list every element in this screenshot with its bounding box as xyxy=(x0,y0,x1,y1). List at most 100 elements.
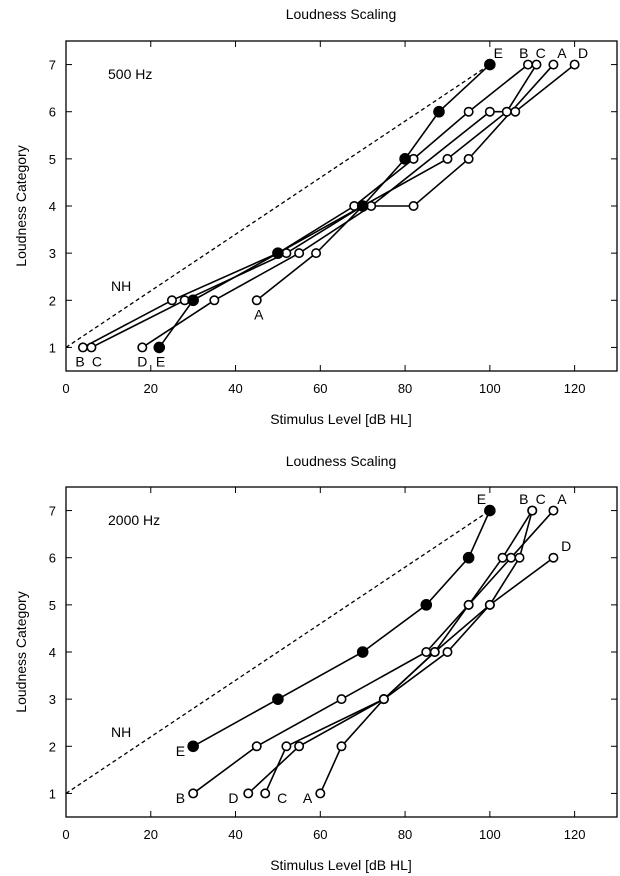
x-tick-label: 100 xyxy=(479,827,501,842)
series-label-d: D xyxy=(228,790,238,806)
data-point-d xyxy=(484,599,495,610)
x-tick-label: 0 xyxy=(62,381,69,396)
data-point-e xyxy=(272,693,284,705)
series-label-e: E xyxy=(494,45,503,61)
data-point-b xyxy=(77,342,88,353)
y-axis-label: Loudness Category xyxy=(13,591,29,712)
data-point-b xyxy=(166,295,177,306)
y-tick-label: 1 xyxy=(49,786,56,801)
x-tick-label: 120 xyxy=(564,827,586,842)
data-point-a xyxy=(336,741,347,752)
x-axis-label: Stimulus Level [dB HL] xyxy=(270,411,412,427)
x-tick-label: 40 xyxy=(228,827,242,842)
data-point-e xyxy=(484,58,496,71)
data-point-c xyxy=(260,788,271,799)
series-label-b: B xyxy=(519,491,528,507)
y-tick-label: 1 xyxy=(49,340,56,355)
series-label-d: D xyxy=(561,538,571,554)
data-point-c xyxy=(442,153,453,164)
data-point-c xyxy=(501,106,512,117)
frequency-label: 2000 Hz xyxy=(108,512,160,528)
series-line-e xyxy=(192,510,491,747)
series-label-b: B xyxy=(176,790,185,806)
y-tick-label: 7 xyxy=(49,504,56,519)
data-point-e xyxy=(356,646,369,658)
data-point-c xyxy=(86,342,97,353)
series-line-d xyxy=(247,557,554,795)
data-point-a xyxy=(315,788,326,799)
plot-frame xyxy=(65,40,618,372)
data-point-b xyxy=(463,599,474,610)
data-point-b xyxy=(421,646,432,657)
chart-title: Loudness Scaling xyxy=(286,6,397,22)
data-point-d xyxy=(378,694,389,705)
y-tick-label: 4 xyxy=(49,199,56,214)
y-tick-label: 6 xyxy=(49,551,56,566)
data-point-a xyxy=(251,295,262,306)
data-point-b xyxy=(251,741,262,752)
series-label-a: A xyxy=(303,790,313,806)
x-axis-label: Stimulus Level [dB HL] xyxy=(270,857,412,873)
series-line-c xyxy=(264,510,534,794)
data-point-d xyxy=(548,552,559,563)
nh-label: NH xyxy=(111,724,131,740)
y-tick-label: 7 xyxy=(49,58,56,73)
data-point-a xyxy=(463,153,474,164)
y-tick-label: 4 xyxy=(49,645,56,660)
data-point-c xyxy=(514,552,525,563)
series-label-b: B xyxy=(519,45,528,61)
x-tick-label: 60 xyxy=(313,381,327,396)
data-point-c xyxy=(442,646,453,657)
panel-500hz: Loudness Scaling 500 Hz Stimulus Level [… xyxy=(13,6,618,427)
series-label-c: C xyxy=(277,790,287,806)
nh-reference-line xyxy=(65,64,491,348)
y-tick-label: 2 xyxy=(49,293,56,308)
data-point-e xyxy=(433,105,445,118)
series-label-d: D xyxy=(578,45,588,61)
data-point-b xyxy=(188,788,199,799)
plot-frame xyxy=(65,486,618,818)
data-point-d xyxy=(294,248,305,259)
y-tick-label: 3 xyxy=(49,692,56,707)
x-tick-label: 0 xyxy=(62,827,69,842)
data-point-b xyxy=(463,106,474,117)
series-line-a xyxy=(256,64,555,301)
series-label-c: C xyxy=(536,491,546,507)
x-tick-label: 40 xyxy=(228,381,242,396)
x-tick-label: 80 xyxy=(398,381,412,396)
data-point-d xyxy=(429,646,440,657)
y-tick-label: 6 xyxy=(49,105,56,120)
data-point-c xyxy=(527,505,538,516)
data-point-a xyxy=(548,505,559,516)
series-label-e: E xyxy=(477,491,486,507)
y-tick-label: 5 xyxy=(49,152,56,167)
x-tick-label: 60 xyxy=(313,827,327,842)
data-point-d xyxy=(137,342,148,353)
data-point-a xyxy=(548,59,559,70)
data-point-e xyxy=(420,599,433,611)
x-tick-label: 20 xyxy=(144,381,158,396)
data-point-d xyxy=(569,59,580,70)
data-point-d xyxy=(510,106,521,117)
data-point-e xyxy=(484,504,496,517)
data-point-b xyxy=(522,59,533,70)
nh-label: NH xyxy=(111,278,131,294)
x-tick-label: 80 xyxy=(398,827,412,842)
data-point-c xyxy=(531,59,542,70)
series-label-a: A xyxy=(254,306,264,322)
series-label-a: A xyxy=(557,45,567,61)
y-axis-label: Loudness Category xyxy=(13,145,29,266)
nh-reference-line xyxy=(65,510,491,794)
data-point-e xyxy=(153,341,166,354)
y-tick-label: 5 xyxy=(49,598,56,613)
series-label-e: E xyxy=(156,354,165,370)
data-point-d xyxy=(294,741,305,752)
data-point-d xyxy=(243,788,254,799)
series-label-e: E xyxy=(176,743,185,759)
series-label-a: A xyxy=(557,491,567,507)
data-point-e xyxy=(187,740,199,753)
x-tick-label: 100 xyxy=(479,381,501,396)
